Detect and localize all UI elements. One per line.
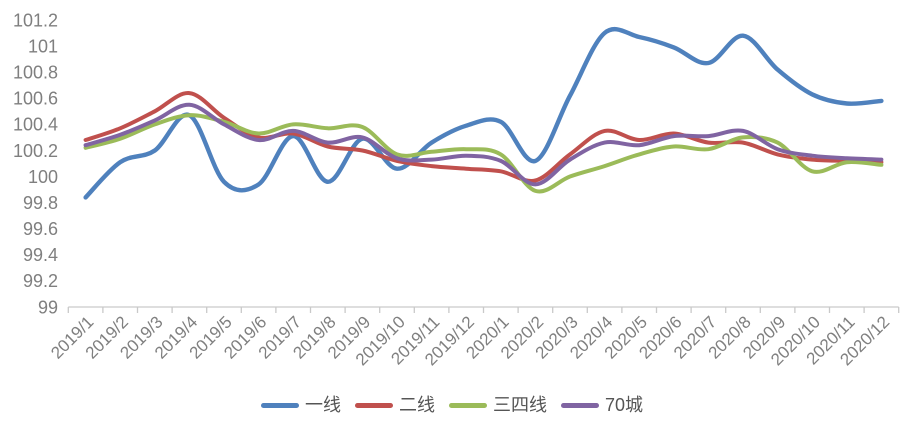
- y-axis-label: 99: [38, 297, 58, 317]
- legend-label: 三四线: [492, 395, 547, 415]
- y-axis-label: 99.8: [23, 193, 58, 213]
- y-axis-label: 99.4: [23, 245, 58, 265]
- legend-label: 一线: [304, 395, 341, 415]
- y-axis-label: 100.6: [13, 89, 58, 109]
- y-axis-label: 99.2: [23, 271, 58, 291]
- y-axis-label: 100.4: [13, 115, 58, 135]
- legend-swatch: [560, 402, 599, 408]
- legend-item-一线: 一线: [260, 395, 341, 415]
- series-line-三四线: [83, 113, 884, 194]
- legend-item-三四线: 三四线: [448, 395, 547, 415]
- legend-swatch: [354, 402, 393, 408]
- series-line-70城: [83, 102, 884, 187]
- legend: 一线 二线 三四线 70城: [0, 396, 904, 414]
- y-axis-label: 100.8: [13, 62, 58, 82]
- legend-swatch: [448, 402, 487, 408]
- legend-label: 二线: [398, 395, 435, 415]
- y-axis-label: 101: [28, 36, 58, 56]
- y-axis-label: 99.6: [23, 219, 58, 239]
- y-axis-label: 100.2: [13, 141, 58, 161]
- legend-label: 70城: [604, 395, 644, 415]
- series-line-一线: [83, 26, 884, 200]
- y-axis-label: 100: [28, 167, 58, 187]
- y-axis-label: 101.2: [13, 10, 58, 30]
- legend-swatch: [260, 402, 299, 408]
- legend-item-70城: 70城: [560, 395, 644, 415]
- legend-item-二线: 二线: [354, 395, 435, 415]
- series-line-二线: [83, 91, 884, 183]
- plot-area: 99 99.2 99.4 99.6 99.8 100 100.2 100.4 100.6 100.…: [13, 10, 900, 369]
